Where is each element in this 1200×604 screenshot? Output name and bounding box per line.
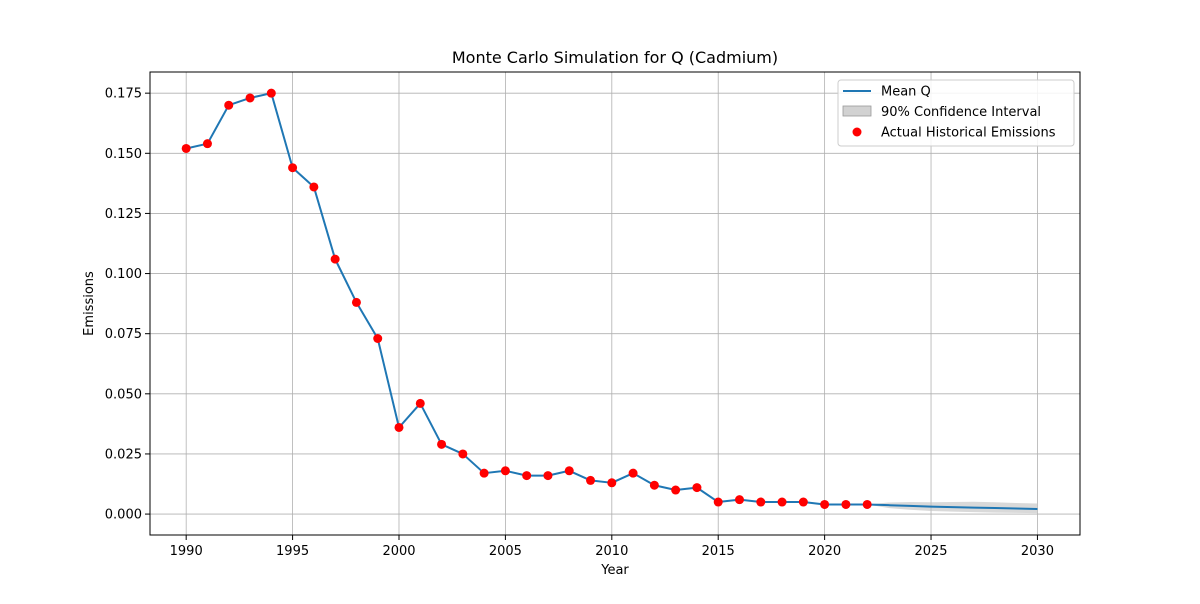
historical-point: [394, 422, 404, 432]
legend-label-actual-emissions: Actual Historical Emissions: [881, 126, 1056, 141]
x-axis-label: Year: [600, 563, 629, 578]
historical-point: [543, 471, 553, 481]
x-tick-label: 2030: [1021, 544, 1054, 559]
legend: Mean Q 90% Confidence Interval Actual Hi…: [837, 79, 1075, 147]
y-tick-label: 0.125: [105, 207, 142, 222]
historical-point: [500, 466, 510, 476]
y-tick-label: 0.175: [105, 87, 142, 102]
y-tick-label: 0.025: [105, 447, 142, 462]
legend-historical-marker-swatch: [852, 127, 862, 137]
historical-point: [862, 499, 872, 509]
plot-frame: [149, 71, 1081, 536]
historical-point: [458, 449, 468, 459]
historical-point: [309, 182, 319, 192]
x-tick-label: 2010: [595, 544, 628, 559]
x-axis-ticks: 1990 1995 2000 2005 2010 2015 2020 2025 2030: [170, 535, 1054, 559]
historical-point: [607, 478, 617, 488]
historical-markers-layer: [181, 88, 872, 509]
x-tick-label: 2005: [489, 544, 522, 559]
historical-point: [777, 497, 787, 507]
historical-point: [266, 88, 276, 98]
historical-point: [586, 475, 596, 485]
historical-point: [224, 100, 234, 110]
historical-point: [692, 483, 702, 493]
y-tick-label: 0.000: [105, 508, 142, 523]
legend-box: [837, 79, 1075, 147]
y-tick-label: 0.050: [105, 387, 142, 402]
legend-confidence-swatch: [842, 105, 872, 117]
x-tick-label: 1990: [170, 544, 203, 559]
x-tick-label: 2015: [702, 544, 735, 559]
historical-point: [820, 499, 830, 509]
y-axis-label: Emissions: [82, 271, 97, 336]
y-tick-label: 0.150: [105, 147, 142, 162]
historical-point: [479, 468, 489, 478]
historical-point: [330, 254, 340, 264]
x-tick-label: 2000: [382, 544, 415, 559]
historical-point: [522, 471, 532, 481]
historical-point: [713, 497, 723, 507]
y-tick-label: 0.100: [105, 267, 142, 282]
chart-title: Monte Carlo Simulation for Q (Cadmium): [452, 48, 778, 67]
historical-point: [245, 93, 255, 103]
historical-point: [734, 495, 744, 505]
historical-point: [415, 398, 425, 408]
historical-point: [288, 163, 298, 173]
historical-point: [628, 468, 638, 478]
historical-point: [351, 297, 361, 307]
grid: [150, 72, 1080, 535]
historical-point: [202, 139, 212, 149]
historical-point: [841, 499, 851, 509]
historical-point: [564, 466, 574, 476]
legend-label-mean-q: Mean Q: [881, 85, 931, 100]
legend-label-confidence-interval: 90% Confidence Interval: [881, 105, 1041, 120]
x-tick-label: 2020: [808, 544, 841, 559]
historical-point: [437, 439, 447, 449]
historical-point: [756, 497, 766, 507]
y-axis-ticks: 0.000 0.025 0.050 0.075 0.100 0.125 0.150 0.175: [105, 87, 150, 523]
historical-point: [181, 143, 191, 153]
x-tick-label: 1995: [276, 544, 309, 559]
historical-point: [373, 333, 383, 343]
x-tick-label: 2025: [914, 544, 947, 559]
historical-point: [649, 480, 659, 490]
y-tick-label: 0.075: [105, 327, 142, 342]
historical-point: [671, 485, 681, 495]
historical-point: [798, 497, 808, 507]
